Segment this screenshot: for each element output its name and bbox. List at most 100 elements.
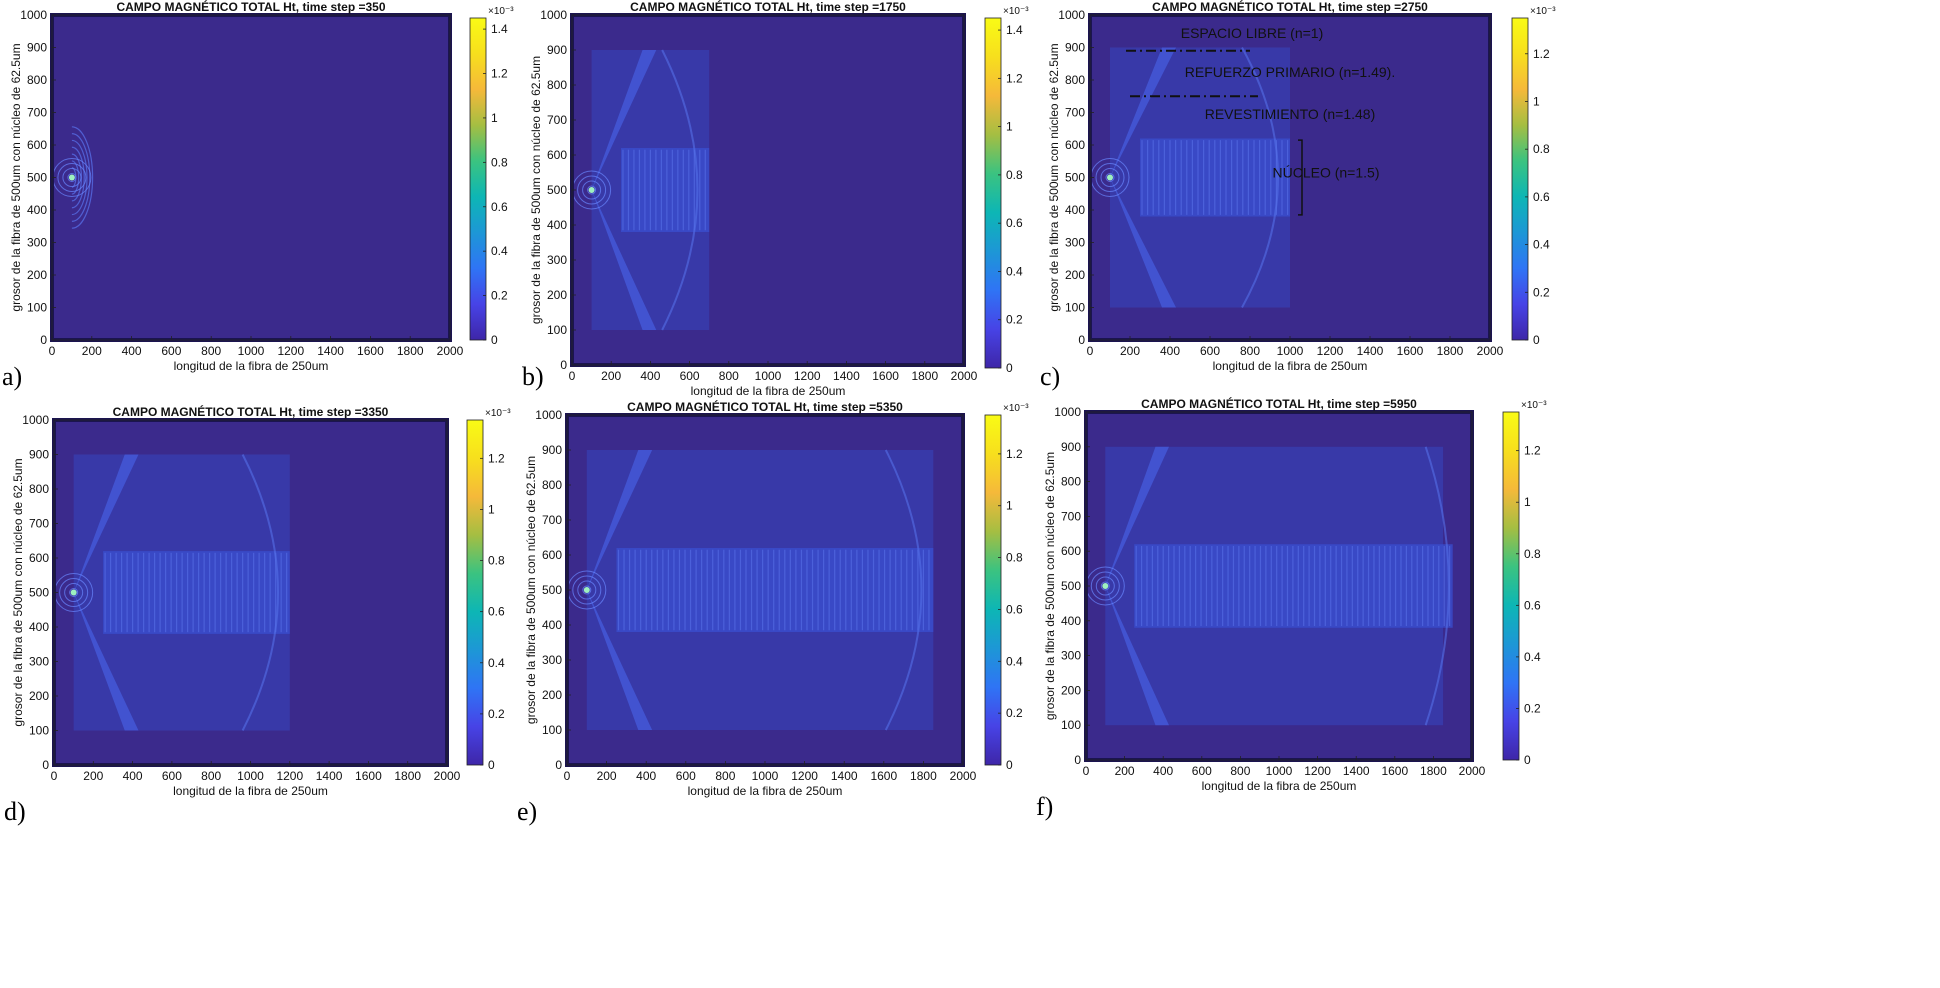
x-tick-label: 400	[123, 769, 143, 783]
x-tick-label: 1000	[238, 344, 265, 358]
y-tick-label: 500	[542, 583, 562, 597]
colorbar-tick-label: 0.8	[1524, 547, 1541, 561]
x-tick-label: 1200	[794, 369, 821, 383]
wavefront-ring	[71, 160, 80, 195]
y-tick-label: 400	[29, 620, 49, 634]
x-tick-label: 200	[83, 769, 103, 783]
x-tick-label: 1800	[397, 344, 424, 358]
wavefront-arc	[1241, 47, 1279, 308]
x-tick-label: 1200	[276, 769, 303, 783]
colorbar-exponent: ×10⁻³	[1003, 403, 1029, 414]
y-tick-label: 900	[542, 443, 562, 457]
colorbar-tick-label: 0.6	[1006, 602, 1023, 616]
x-tick-label: 600	[680, 369, 700, 383]
colorbar-tick-label: 0.4	[1006, 264, 1023, 278]
y-tick-label: 600	[1061, 544, 1081, 558]
y-tick-label: 200	[547, 288, 567, 302]
colorbar	[984, 414, 1002, 766]
y-tick-label: 0	[40, 333, 47, 347]
y-tick-label: 800	[1061, 475, 1081, 489]
source-ring	[577, 175, 607, 205]
x-tick-label: 800	[1230, 764, 1250, 778]
x-tick-label: 1800	[910, 769, 937, 783]
colorbar-tick-label: 0	[491, 333, 498, 347]
x-tick-label: 1600	[1397, 344, 1424, 358]
chart-title: CAMPO MAGNÉTICO TOTAL Ht, time step =350	[116, 0, 385, 14]
y-tick-label: 400	[547, 218, 567, 232]
x-tick-label: 800	[715, 769, 735, 783]
wavefront-ring	[71, 133, 91, 222]
x-axis-label: longitud de la fibra de 250um	[688, 784, 843, 798]
x-tick-label: 0	[51, 769, 58, 783]
y-tick-label: 900	[1061, 440, 1081, 454]
x-tick-label: 0	[564, 769, 571, 783]
colorbar-tick-label: 0.6	[1006, 216, 1023, 230]
y-tick-label: 700	[547, 113, 567, 127]
x-tick-label: 2000	[1459, 764, 1486, 778]
y-tick-label: 700	[27, 106, 47, 120]
panel-b: 0 200 400 600 800 1000 1200 1400 1600 1800 2000010…	[522, 0, 1029, 398]
x-axis-label: longitud de la fibra de 250um	[691, 384, 846, 398]
x-tick-label: 800	[201, 344, 221, 358]
y-tick-label: 1000	[20, 8, 47, 22]
colorbar-tick-label: 1.4	[1006, 23, 1023, 37]
y-tick-label: 300	[29, 655, 49, 669]
x-tick-label: 2000	[437, 344, 464, 358]
source-ring	[1100, 168, 1120, 187]
colorbar-tick-label: 0.8	[1006, 168, 1023, 182]
x-tick-label: 600	[1200, 344, 1220, 358]
y-tick-label: 300	[27, 236, 47, 250]
region-annotation: REVESTIMIENTO (n=1.48)	[1205, 106, 1376, 122]
y-tick-label: 600	[547, 148, 567, 162]
x-tick-label: 1800	[1437, 344, 1464, 358]
colorbar-tick-label: 1.2	[1006, 447, 1023, 461]
colorbar-tick-label: 0.6	[1524, 598, 1541, 612]
colorbar-tick-label: 1	[1006, 499, 1013, 513]
x-tick-label: 800	[1240, 344, 1260, 358]
y-tick-label: 1000	[1058, 8, 1085, 22]
x-tick-label: 1600	[872, 369, 899, 383]
y-tick-label: 900	[29, 448, 49, 462]
wavefront-arc	[661, 49, 699, 331]
y-tick-label: 300	[547, 253, 567, 267]
wavefront-arc	[884, 449, 923, 731]
wavefront-ring	[71, 153, 83, 202]
x-tick-label: 200	[1115, 764, 1135, 778]
colorbar-tick-label: 0	[488, 758, 495, 772]
x-axis-label: longitud de la fibra de 250um	[1202, 779, 1357, 793]
x-tick-label: 200	[601, 369, 621, 383]
field-layer	[567, 449, 934, 731]
colorbar-tick-label: 1.2	[1533, 47, 1550, 61]
colorbar-tick-label: 1.2	[1006, 71, 1023, 85]
source-ring	[1090, 571, 1120, 601]
colorbar	[1502, 411, 1520, 761]
interference-pattern	[1135, 545, 1451, 627]
x-tick-label: 600	[676, 769, 696, 783]
source-point	[70, 589, 77, 596]
y-tick-label: 800	[542, 478, 562, 492]
y-tick-label: 100	[547, 323, 567, 337]
x-tick-label: 2000	[950, 769, 977, 783]
x-tick-label: 1200	[791, 769, 818, 783]
lower-ray	[1110, 177, 1176, 308]
y-tick-label: 1000	[1054, 405, 1081, 419]
x-tick-label: 2000	[434, 769, 461, 783]
source-ring	[587, 185, 597, 195]
upper-ray	[73, 454, 139, 593]
x-tick-label: 600	[161, 344, 181, 358]
source-ring	[1100, 581, 1110, 591]
panel-a: 0 200 400 600 800 1000 1200 1400 1600 1800 2000010…	[2, 0, 514, 391]
source-point	[1107, 174, 1113, 181]
colorbar-tick-label: 0.4	[1006, 654, 1023, 668]
x-tick-label: 1400	[316, 769, 343, 783]
colorbar-tick-label: 0.4	[488, 656, 505, 670]
x-tick-label: 0	[569, 369, 576, 383]
x-tick-label: 1800	[394, 769, 421, 783]
y-tick-label: 700	[542, 513, 562, 527]
y-tick-label: 0	[560, 358, 567, 372]
x-tick-label: 800	[719, 369, 739, 383]
source-ring	[67, 173, 77, 182]
y-tick-label: 200	[542, 688, 562, 702]
upper-ray	[1105, 446, 1169, 586]
chart-title: CAMPO MAGNÉTICO TOTAL Ht, time step =535…	[627, 399, 903, 414]
